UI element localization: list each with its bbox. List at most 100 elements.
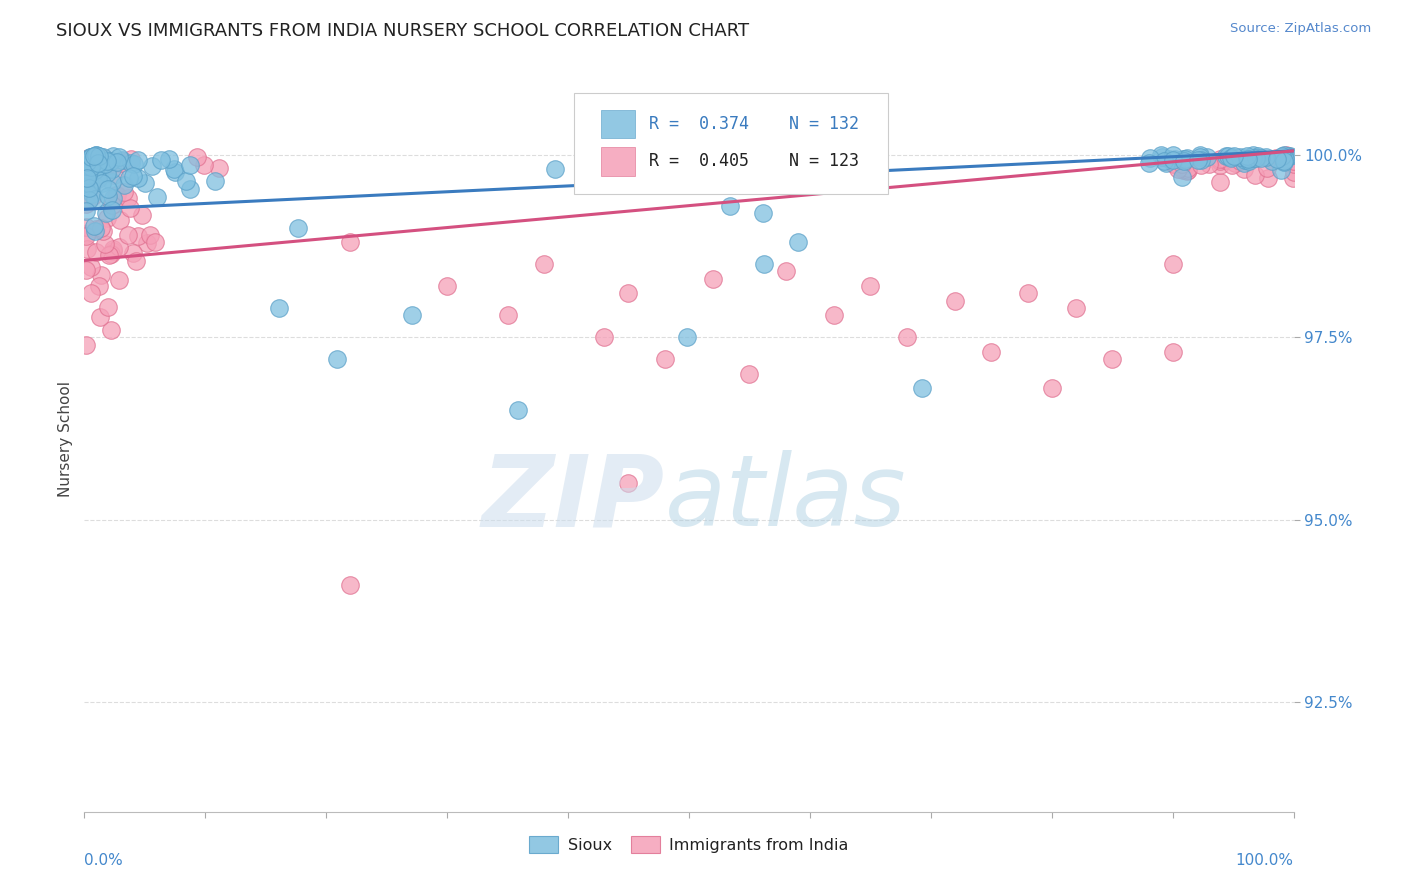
- Point: [125, 254, 148, 268]
- Point: [1215, 149, 1237, 163]
- Text: ZIP: ZIP: [482, 450, 665, 548]
- Point: [1234, 153, 1257, 167]
- Point: [1272, 148, 1295, 162]
- Point: [544, 162, 567, 177]
- Point: [75, 227, 97, 241]
- Point: [83, 219, 105, 234]
- Point: [1139, 151, 1161, 165]
- Point: [84, 163, 107, 178]
- Point: [179, 157, 201, 171]
- Point: [738, 367, 761, 381]
- Point: [1260, 153, 1282, 167]
- Point: [83, 155, 105, 169]
- Point: [139, 228, 162, 243]
- Point: [77, 154, 100, 169]
- Point: [1064, 301, 1087, 315]
- Point: [1274, 153, 1296, 167]
- Point: [1278, 149, 1301, 163]
- Point: [1256, 161, 1278, 175]
- Point: [93, 155, 115, 169]
- Point: [1272, 154, 1295, 169]
- Point: [787, 235, 810, 249]
- Point: [87, 167, 110, 181]
- Point: [76, 242, 98, 256]
- FancyBboxPatch shape: [574, 93, 889, 194]
- Point: [1209, 153, 1232, 167]
- Point: [110, 153, 132, 168]
- Point: [1150, 148, 1173, 162]
- Point: [1282, 154, 1305, 169]
- Point: [533, 257, 555, 271]
- Point: [1198, 157, 1220, 171]
- Point: [1189, 153, 1212, 167]
- Point: [1187, 153, 1209, 167]
- Point: [401, 308, 423, 322]
- Point: [1177, 161, 1199, 176]
- Point: [339, 235, 361, 249]
- Point: [1244, 151, 1267, 165]
- Point: [1274, 148, 1296, 162]
- Point: [112, 178, 135, 192]
- Point: [83, 148, 105, 162]
- Point: [1218, 149, 1240, 163]
- Point: [101, 148, 124, 162]
- Point: [287, 220, 309, 235]
- Point: [101, 197, 124, 211]
- Point: [593, 330, 616, 344]
- Point: [83, 224, 105, 238]
- Text: atlas: atlas: [665, 450, 907, 548]
- Point: [86, 170, 108, 185]
- Point: [1161, 344, 1184, 359]
- Point: [1236, 153, 1258, 168]
- Point: [1244, 168, 1267, 182]
- Point: [96, 211, 118, 225]
- Point: [76, 155, 98, 169]
- Point: [79, 160, 101, 174]
- Point: [1264, 151, 1286, 165]
- Point: [1250, 152, 1272, 166]
- Point: [1171, 169, 1194, 184]
- Point: [75, 263, 97, 277]
- Point: [94, 236, 117, 251]
- Point: [1223, 156, 1246, 170]
- Point: [101, 242, 124, 256]
- Point: [136, 235, 159, 250]
- Point: [104, 187, 127, 202]
- Point: [82, 188, 104, 202]
- Point: [77, 193, 100, 207]
- Point: [1265, 152, 1288, 166]
- Point: [1232, 161, 1254, 176]
- Point: [76, 177, 98, 191]
- Point: [127, 229, 149, 244]
- Point: [1161, 153, 1184, 167]
- Point: [97, 182, 120, 196]
- Point: [84, 158, 107, 172]
- Point: [79, 162, 101, 177]
- Point: [84, 147, 107, 161]
- Point: [1220, 151, 1243, 165]
- Point: [943, 293, 966, 308]
- Point: [911, 381, 934, 395]
- Point: [1220, 150, 1243, 164]
- Point: [163, 162, 186, 177]
- Point: [127, 153, 149, 168]
- Point: [617, 476, 640, 491]
- FancyBboxPatch shape: [600, 147, 634, 176]
- Point: [101, 202, 124, 217]
- Point: [718, 199, 741, 213]
- Point: [124, 157, 146, 171]
- Point: [1220, 158, 1243, 172]
- Point: [80, 260, 103, 275]
- Point: [75, 197, 97, 211]
- Point: [1188, 147, 1211, 161]
- Point: [117, 227, 139, 242]
- Point: [1236, 152, 1258, 166]
- Point: [108, 150, 131, 164]
- Point: [165, 165, 187, 179]
- Point: [96, 166, 118, 180]
- Point: [1209, 153, 1232, 168]
- Point: [84, 148, 107, 162]
- Point: [1154, 156, 1177, 170]
- Point: [77, 168, 100, 182]
- Point: [75, 220, 97, 235]
